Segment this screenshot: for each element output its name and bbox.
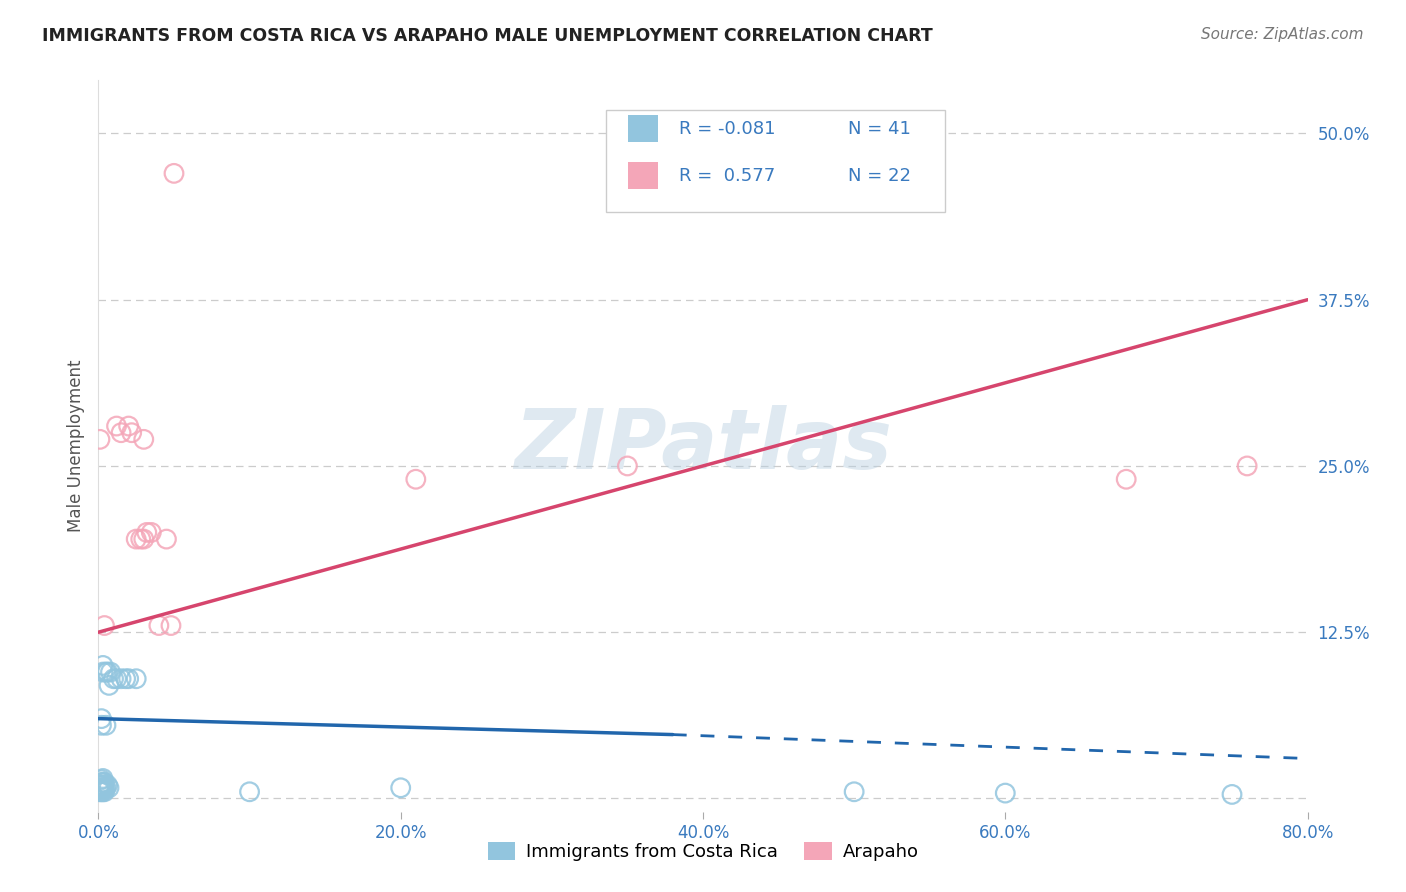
Point xyxy=(93,618,115,632)
Point xyxy=(125,532,148,546)
Point xyxy=(94,780,117,795)
Point xyxy=(405,472,427,486)
Point xyxy=(89,778,111,792)
Point xyxy=(103,672,125,686)
Point xyxy=(1236,458,1258,473)
Point xyxy=(93,780,115,795)
FancyBboxPatch shape xyxy=(628,115,658,143)
Text: R =  0.577: R = 0.577 xyxy=(679,167,775,185)
Point xyxy=(239,785,262,799)
Point xyxy=(132,532,155,546)
Point xyxy=(96,778,118,792)
Point xyxy=(160,618,183,632)
Point xyxy=(125,672,148,686)
Point xyxy=(389,780,412,795)
Y-axis label: Male Unemployment: Male Unemployment xyxy=(66,359,84,533)
FancyBboxPatch shape xyxy=(606,110,945,212)
Point xyxy=(114,672,136,686)
Point xyxy=(93,785,115,799)
Point xyxy=(91,778,114,792)
Point xyxy=(110,672,132,686)
Point xyxy=(90,772,112,787)
Point xyxy=(105,419,128,434)
Point xyxy=(90,785,112,799)
Point xyxy=(121,425,143,440)
Point xyxy=(89,782,111,797)
Legend: Immigrants from Costa Rica, Arapaho: Immigrants from Costa Rica, Arapaho xyxy=(481,835,925,869)
Point xyxy=(90,718,112,732)
Point xyxy=(91,782,114,797)
Point xyxy=(90,778,112,792)
Point xyxy=(163,166,186,180)
Point xyxy=(90,775,112,789)
Point xyxy=(1220,788,1243,802)
Point xyxy=(148,618,170,632)
FancyBboxPatch shape xyxy=(628,162,658,189)
Point xyxy=(91,665,114,679)
Point xyxy=(1312,472,1334,486)
Point xyxy=(90,783,112,797)
Text: N = 41: N = 41 xyxy=(848,120,911,137)
Point xyxy=(89,433,111,447)
Point xyxy=(155,532,177,546)
Point xyxy=(118,419,141,434)
Point xyxy=(90,780,112,795)
Point xyxy=(616,458,638,473)
Point xyxy=(91,658,114,673)
Point xyxy=(93,775,115,789)
Point xyxy=(98,780,121,795)
Point xyxy=(91,785,114,799)
Point xyxy=(844,785,866,799)
Point xyxy=(91,775,114,789)
Point xyxy=(94,665,117,679)
Point xyxy=(100,665,122,679)
Point xyxy=(98,678,121,692)
Point xyxy=(110,425,132,440)
Text: N = 22: N = 22 xyxy=(848,167,911,185)
Point xyxy=(1327,442,1350,456)
Point xyxy=(89,780,111,795)
Text: R = -0.081: R = -0.081 xyxy=(679,120,775,137)
Text: ZIPatlas: ZIPatlas xyxy=(515,406,891,486)
Point xyxy=(132,433,155,447)
Point xyxy=(1115,472,1137,486)
Text: Source: ZipAtlas.com: Source: ZipAtlas.com xyxy=(1201,27,1364,42)
Point xyxy=(89,785,111,799)
Point xyxy=(91,772,114,786)
Point xyxy=(994,786,1017,800)
Point xyxy=(141,525,163,540)
Point xyxy=(105,672,128,686)
Text: IMMIGRANTS FROM COSTA RICA VS ARAPAHO MALE UNEMPLOYMENT CORRELATION CHART: IMMIGRANTS FROM COSTA RICA VS ARAPAHO MA… xyxy=(42,27,934,45)
Point xyxy=(129,532,152,546)
Point xyxy=(135,525,157,540)
Point xyxy=(94,718,117,732)
Point xyxy=(118,672,141,686)
Point xyxy=(96,665,118,679)
Point xyxy=(90,712,112,726)
